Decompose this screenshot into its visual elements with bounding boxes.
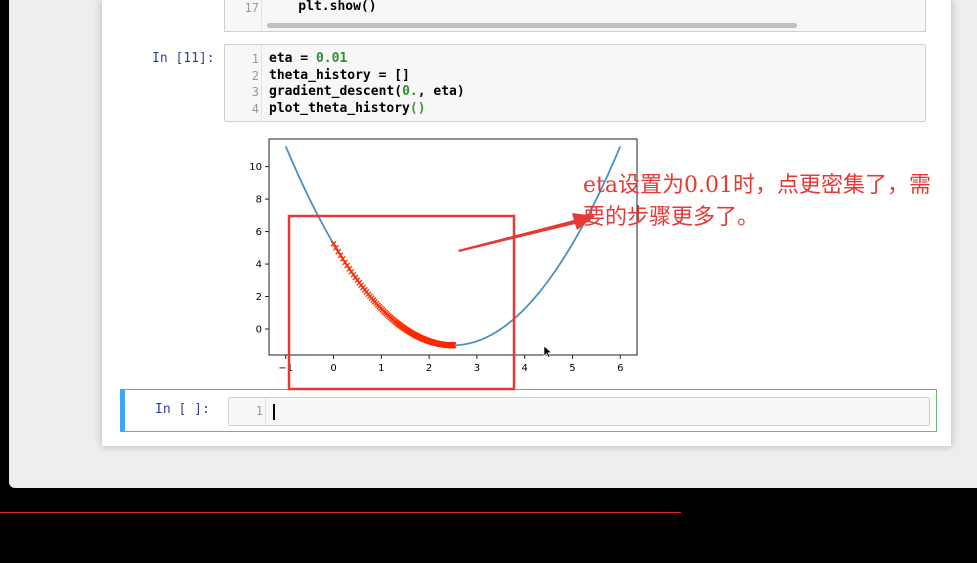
line-gutter: 1 2 3 4: [225, 45, 262, 121]
y-tick-label: 8: [256, 195, 262, 206]
code-line: gradient_descent(0., eta): [269, 84, 465, 99]
y-tick-label: 6: [256, 227, 262, 238]
theta-point: [337, 252, 344, 259]
line-number: 3: [251, 85, 259, 99]
theta-point: [342, 259, 348, 266]
line-number: 2: [251, 68, 259, 83]
video-progress-bar[interactable]: [0, 512, 681, 513]
text-cursor: [273, 404, 275, 420]
highlight-box: [287, 214, 516, 391]
arrow-icon: [458, 213, 595, 252]
x-tick-label: 1: [378, 363, 384, 374]
theta-point: [335, 248, 342, 255]
line-number: 17: [244, 1, 259, 15]
theta-point: [450, 342, 456, 349]
code-line: plot_theta_history(): [269, 100, 426, 116]
x-tick-label: −1: [278, 363, 293, 374]
horizontal-scrollbar[interactable]: [267, 23, 797, 28]
x-axis: −1 0 1 2 3 4 5 6: [278, 355, 623, 374]
active-cell[interactable]: In [ ]: 1: [120, 389, 937, 432]
plot-frame: [268, 138, 638, 356]
cell-prompt: In [11]:: [152, 51, 215, 66]
x-tick-label: 3: [474, 363, 480, 374]
code-cell-input[interactable]: 1: [228, 397, 930, 426]
code-line: eta = 0.01: [269, 51, 348, 66]
line-gutter: 17: [225, 0, 262, 31]
code-cell-input[interactable]: 1 2 3 4 eta = 0.01 theta_history = [] gr…: [224, 44, 926, 122]
code-line: theta_history = []: [269, 67, 410, 83]
line-gutter: 1: [229, 398, 266, 425]
y-tick-label: 0: [256, 325, 262, 336]
screen: 17 plt.show() In [11]: 1 2 3 4 eta = 0.0…: [9, 0, 977, 488]
theta-point: [346, 265, 353, 272]
code-line: plt.show(): [267, 0, 377, 14]
y-tick-label: 2: [256, 292, 262, 303]
theta-point: [332, 244, 339, 251]
previous-cell-input[interactable]: 17 plt.show(): [224, 0, 926, 32]
theta-point: [339, 255, 346, 262]
mouse-pointer-icon: [543, 345, 553, 358]
line-number: 1: [255, 404, 263, 418]
x-tick-label: 4: [522, 363, 528, 374]
theta-point: [330, 240, 337, 247]
annotation-text: eta设置为0.01时，点更密集了，需要的步骤更多了。: [583, 173, 931, 230]
y-tick-label: 4: [256, 260, 262, 271]
x-tick-label: 2: [426, 363, 432, 374]
y-axis: 0 2 4 6 8 10: [249, 162, 269, 336]
line-number: 4: [251, 101, 259, 116]
notebook-container: 17 plt.show() In [11]: 1 2 3 4 eta = 0.0…: [102, 0, 951, 446]
x-tick-label: 5: [569, 363, 575, 374]
line-number: 1: [251, 52, 259, 66]
x-tick-label: 0: [330, 363, 336, 374]
y-tick-label: 10: [249, 162, 262, 173]
theta-history-points: [330, 240, 456, 349]
x-tick-label: 6: [617, 363, 623, 374]
output-plot: 0 2 4 6 8 10 −1 0 1 2 3 4 5 6: [249, 138, 638, 374]
theta-point: [344, 262, 351, 269]
cell-prompt: In [ ]:: [155, 402, 210, 417]
